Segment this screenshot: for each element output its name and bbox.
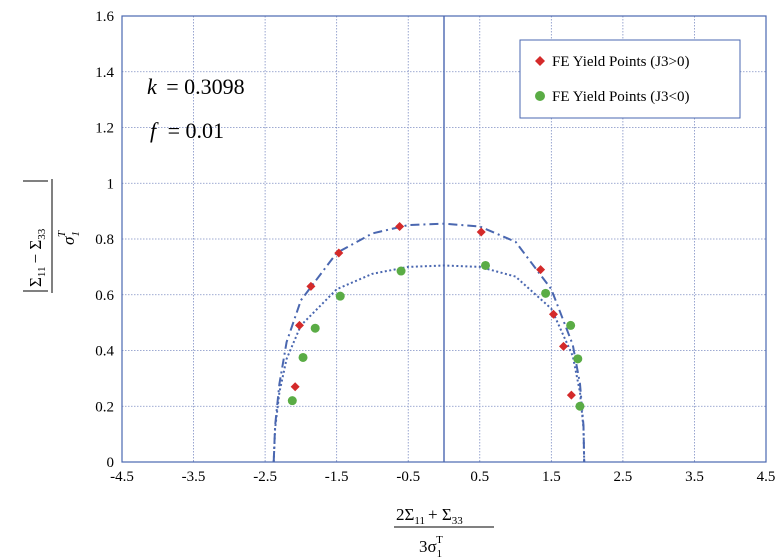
circle-point	[575, 401, 585, 411]
x-label-den-sub: 1	[437, 548, 443, 560]
x-tick-label: -1.5	[325, 469, 349, 485]
x-label-3sigma: 3σ	[419, 537, 437, 556]
x-label-sub-33: 33	[452, 515, 464, 527]
y-tick-label: 0.8	[95, 232, 114, 248]
legend-label-j3-negative: FE Yield Points (J3<0)	[552, 89, 690, 105]
f-variable: f	[150, 118, 159, 143]
x-tick-label: -0.5	[396, 469, 420, 485]
legend: FE Yield Points (J3>0) FE Yield Points (…	[519, 39, 741, 119]
k-value: = 0.3098	[166, 74, 244, 99]
y-label-minus: − Σ	[26, 240, 45, 264]
y-tick-label: 0.6	[95, 288, 114, 304]
x-label-sub-11: 11	[414, 515, 425, 527]
x-tick-label: 3.5	[685, 469, 704, 485]
legend-circle-marker	[535, 91, 545, 101]
y-label-sigma-1: Σ	[26, 277, 45, 287]
diamond-point	[306, 281, 316, 291]
y-tick-labels: 0 0.2 0.4 0.6 0.8 1 1.2 1.4 1.6	[95, 9, 114, 471]
diamond-point	[290, 382, 300, 392]
circle-point	[573, 354, 583, 364]
x-tick-label: 4.5	[757, 469, 776, 485]
legend-label-j3-positive: FE Yield Points (J3>0)	[552, 54, 690, 70]
svg-text:2Σ11+ Σ33: 2Σ11 + Σ33	[396, 505, 463, 527]
svg-text:f = 0.01: f = 0.01	[150, 118, 224, 143]
diamond-point	[294, 320, 304, 330]
circle-point	[335, 291, 345, 301]
dotted-curve	[272, 264, 586, 463]
diamond-point	[334, 248, 344, 258]
circle-point	[310, 323, 320, 333]
x-axis-label: 2Σ11 + Σ33 3σ1 T	[394, 505, 494, 560]
diamond-point	[395, 221, 405, 231]
model-curves	[272, 222, 586, 463]
legend-diamond-marker	[535, 56, 545, 66]
data-points	[287, 221, 585, 411]
x-tick-labels: -4.5 -3.5 -2.5 -1.5 -0.5 0.5 1.5 2.5 3.5 4.5	[110, 469, 775, 485]
y-label-sub-11: 11	[36, 267, 48, 278]
x-label-plus: + Σ	[428, 505, 452, 524]
diamond-point	[566, 390, 576, 400]
circle-point	[541, 288, 551, 298]
y-label-sub-33: 33	[36, 228, 48, 240]
x-tick-label: -2.5	[253, 469, 277, 485]
x-tick-label: 2.5	[614, 469, 633, 485]
plot-frame	[121, 15, 767, 463]
y-tick-label: 0	[107, 455, 115, 471]
y-label-sigma-den: σ	[59, 236, 78, 245]
x-label-den-sup: T	[436, 534, 443, 546]
circle-point	[298, 352, 308, 362]
diamond-point	[536, 265, 546, 275]
diamond-point	[558, 341, 568, 351]
svg-text:Σ11− Σ33: Σ11 − Σ33	[26, 228, 48, 287]
y-tick-label: 1	[107, 176, 115, 192]
x-tick-label: -4.5	[110, 469, 134, 485]
circle-point	[287, 396, 297, 406]
circle-point	[566, 320, 576, 330]
svg-text:σ1T: σ1T	[56, 230, 82, 245]
svg-text:k = 0.3098: k = 0.3098	[147, 74, 245, 99]
svg-text:3σ1T: 3σ1 T	[419, 534, 443, 560]
diamond-point	[476, 227, 486, 237]
diamond-point	[548, 309, 558, 319]
x-tick-label: 1.5	[542, 469, 561, 485]
dash-dot-curve	[272, 222, 586, 463]
x-label-2sigma: 2Σ	[396, 505, 415, 524]
f-value: = 0.01	[168, 118, 224, 143]
y-tick-label: 1.2	[95, 121, 114, 137]
y-label-den-sub: 1	[70, 231, 82, 237]
x-tick-label: -3.5	[182, 469, 206, 485]
y-tick-label: 0.2	[95, 399, 114, 415]
y-axis-label: Σ11 − Σ33 σ1T	[23, 179, 82, 293]
circle-point	[396, 266, 406, 276]
y-tick-label: 1.4	[95, 65, 114, 81]
circle-point	[481, 260, 491, 270]
y-tick-label: 0.4	[95, 344, 114, 360]
parameter-annotations: k = 0.3098 f = 0.01	[147, 74, 245, 143]
y-tick-label: 1.6	[95, 9, 114, 25]
k-variable: k	[147, 74, 158, 99]
y-label-den-sup: T	[56, 230, 68, 237]
x-tick-label: 0.5	[470, 469, 489, 485]
